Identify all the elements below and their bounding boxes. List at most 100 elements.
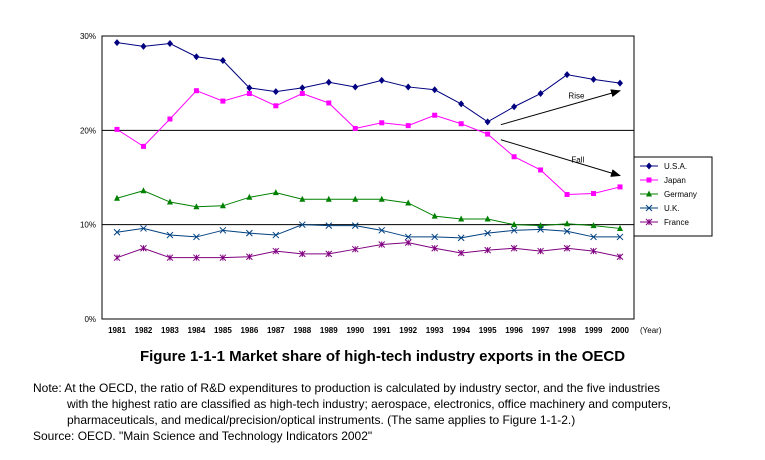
- data-point: [404, 233, 412, 241]
- y-axis: 0% 10% 20% 30%: [80, 32, 96, 324]
- x-tick-label: 1994: [452, 326, 470, 335]
- data-point: [299, 91, 305, 97]
- note-line-2: with the highest ratio are classified as…: [67, 397, 672, 411]
- x-tick-label: 1995: [479, 326, 497, 335]
- data-point: [246, 229, 253, 237]
- data-point: [511, 221, 518, 228]
- data-point: [378, 241, 386, 248]
- data-point: [193, 233, 200, 241]
- legend-label: France: [664, 218, 689, 227]
- data-point: [114, 39, 120, 47]
- data-point: [219, 226, 227, 234]
- note-block: Note: At the OECD, the ratio of R&D expe…: [33, 380, 758, 444]
- data-point: [510, 226, 518, 234]
- data-point: [564, 220, 571, 227]
- data-point: [114, 194, 120, 201]
- data-point: [590, 247, 597, 255]
- data-point: [325, 78, 332, 86]
- data-point: [646, 190, 652, 197]
- x-tick-label: 1982: [135, 326, 153, 335]
- series-u-s-a: [114, 39, 623, 126]
- data-point: [646, 177, 652, 183]
- data-point: [458, 121, 464, 127]
- data-point: [140, 187, 147, 194]
- data-point: [219, 254, 227, 262]
- data-point: [564, 71, 571, 79]
- data-point: [219, 202, 226, 209]
- data-point: [326, 100, 332, 106]
- legend-label: Japan: [664, 176, 686, 185]
- data-point: [378, 226, 386, 234]
- x-tick-label: 1997: [532, 326, 550, 335]
- data-point: [458, 100, 465, 108]
- data-point: [484, 229, 491, 237]
- data-point: [590, 75, 597, 83]
- data-point: [485, 131, 491, 137]
- legend-label: Germany: [664, 190, 697, 199]
- x-tick-label: 1992: [399, 326, 417, 335]
- data-point: [379, 120, 385, 126]
- x-tick-label: 1996: [505, 326, 523, 335]
- annotation-arrow: [500, 89, 621, 126]
- data-point: [432, 112, 438, 118]
- data-point: [352, 125, 358, 131]
- data-point: [431, 86, 438, 94]
- series-line: [116, 242, 621, 259]
- data-point: [325, 222, 333, 229]
- data-point: [246, 91, 252, 97]
- data-point: [298, 250, 306, 258]
- data-point: [166, 254, 174, 262]
- market-share-line-chart: 0% 10% 20% 30% 1981 1982 1983 1984 1985 1986 1987…: [80, 32, 713, 335]
- x-tick-label: 1991: [373, 326, 391, 335]
- x-tick-label: 1985: [214, 326, 232, 335]
- x-tick-label: 1984: [188, 326, 206, 335]
- y-tick-label: 10%: [80, 221, 96, 230]
- data-point: [272, 88, 279, 96]
- data-point: [220, 98, 226, 104]
- series-line: [116, 224, 620, 239]
- x-tick-label: 1983: [161, 326, 179, 335]
- data-point: [590, 233, 597, 241]
- data-point: [246, 253, 253, 261]
- data-point: [616, 233, 624, 241]
- x-tick-label: 1986: [240, 326, 258, 335]
- data-point: [272, 189, 279, 196]
- y-tick-label: 0%: [84, 315, 96, 324]
- data-point: [458, 215, 465, 222]
- x-tick-label: 2000: [611, 326, 629, 335]
- data-point: [617, 224, 623, 231]
- data-point: [405, 199, 412, 206]
- x-tick-label: 1981: [108, 326, 126, 335]
- x-axis: 1981 1982 1983 1984 1985 1986 1987 1988 1989 1990…: [108, 326, 662, 335]
- annotations: Rise Fall: [500, 89, 621, 177]
- data-point: [457, 249, 465, 257]
- data-point: [405, 123, 411, 129]
- data-point: [272, 247, 280, 255]
- data-point: [113, 254, 121, 262]
- data-point: [351, 245, 359, 253]
- data-point: [537, 222, 544, 229]
- data-point: [193, 88, 199, 94]
- data-point: [378, 195, 385, 202]
- series-line: [116, 42, 621, 123]
- data-point: [563, 227, 571, 235]
- annotation-arrow: [500, 139, 621, 177]
- series-lines: [113, 39, 624, 262]
- data-point: [193, 254, 200, 262]
- data-point: [431, 244, 439, 252]
- data-point: [325, 195, 332, 202]
- data-point: [590, 222, 597, 229]
- y-tick-label: 30%: [80, 32, 96, 41]
- data-point: [404, 239, 412, 246]
- data-point: [298, 221, 306, 229]
- series-france: [113, 239, 624, 262]
- data-point: [484, 215, 491, 222]
- data-point: [299, 84, 306, 92]
- data-point: [140, 42, 147, 50]
- gridlines: [102, 129, 634, 226]
- x-unit-label: (Year): [640, 326, 662, 335]
- data-point: [564, 191, 570, 197]
- data-point: [405, 83, 412, 91]
- data-point: [484, 246, 491, 254]
- data-point: [510, 244, 518, 252]
